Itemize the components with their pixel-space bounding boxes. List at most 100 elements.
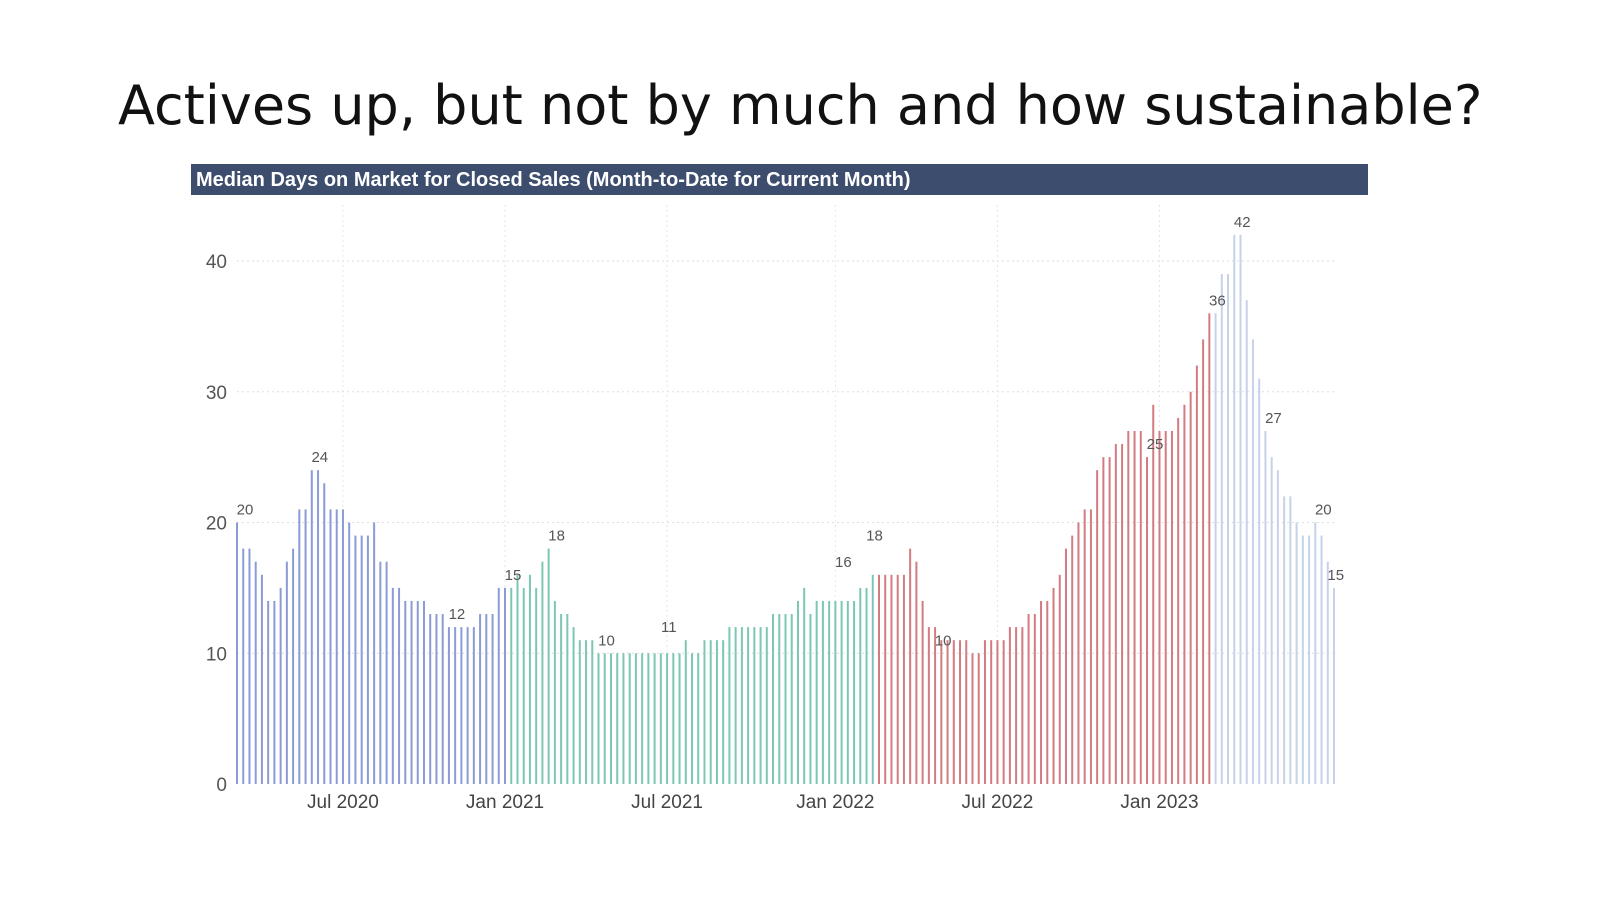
- bar-2020: [366, 535, 369, 784]
- data-label: 10: [935, 632, 952, 649]
- bar-2021: [522, 587, 525, 784]
- bar-2021: [772, 614, 775, 784]
- bar-2022: [877, 574, 880, 784]
- bar-2022: [1208, 313, 1211, 784]
- bar-2020: [348, 522, 351, 784]
- y-tick-label: 0: [216, 775, 227, 796]
- bar-2022: [977, 653, 980, 784]
- x-tick-label: Jan 2021: [466, 792, 544, 813]
- bar-2021: [840, 600, 843, 784]
- bar-2022: [902, 574, 905, 784]
- bar-2020: [354, 535, 357, 784]
- bar-2022: [884, 574, 887, 784]
- bar-2022: [909, 548, 912, 784]
- bar-2022: [927, 627, 930, 784]
- bar-2023: [1276, 470, 1279, 784]
- bar-2020: [410, 600, 413, 784]
- bar-2021: [709, 640, 712, 784]
- bar-2022: [890, 574, 893, 784]
- bar-2022: [1064, 548, 1067, 784]
- bar-2020: [260, 574, 263, 784]
- bar-2021: [734, 627, 737, 784]
- bar-2023: [1270, 457, 1273, 784]
- bar-2021: [647, 653, 650, 784]
- bar-2020: [466, 627, 469, 784]
- bar-2020: [292, 548, 295, 784]
- bar-2020: [236, 522, 238, 784]
- bar-2021: [722, 640, 725, 784]
- bar-2023: [1245, 300, 1248, 784]
- bar-2020: [435, 614, 438, 784]
- bar-2022: [1008, 627, 1011, 784]
- bar-2021: [740, 627, 743, 784]
- bar-2022: [1077, 522, 1080, 784]
- bar-2020: [310, 470, 313, 784]
- bar-2022: [1127, 430, 1130, 784]
- bars: [236, 234, 1335, 785]
- bar-2021: [828, 600, 831, 784]
- data-label: 20: [1315, 502, 1332, 519]
- bar-2020: [273, 600, 276, 784]
- bar-2023: [1233, 234, 1236, 785]
- bar-2020: [267, 600, 270, 784]
- bar-2022: [1121, 444, 1124, 784]
- bar-2021: [778, 614, 781, 784]
- bar-2021: [853, 600, 856, 784]
- bar-2022: [1152, 404, 1155, 784]
- bar-2022: [1189, 391, 1192, 784]
- bar-2022: [915, 561, 918, 784]
- bar-2021: [659, 653, 662, 784]
- bar-2021: [541, 561, 544, 784]
- y-tick-label: 10: [206, 644, 227, 665]
- bar-2022: [896, 574, 899, 784]
- x-tick-label: Jan 2022: [796, 792, 874, 813]
- data-label: 27: [1265, 410, 1282, 427]
- bar-2021: [697, 653, 700, 784]
- bar-2020: [441, 614, 444, 784]
- bar-2020: [447, 627, 450, 784]
- bar-2021: [803, 587, 806, 784]
- x-tick-label: Jul 2022: [961, 792, 1033, 813]
- x-axis: Jul 2020 Jan 2021 Jul 2021 Jan 2022 Jul 2022…: [307, 792, 1199, 813]
- bar-2022: [1096, 470, 1099, 784]
- bar-2021: [578, 640, 581, 784]
- bar-2023: [1320, 535, 1323, 784]
- bar-2020: [385, 561, 388, 784]
- bar-2023: [1264, 430, 1267, 784]
- bar-2021: [641, 653, 644, 784]
- bar-2022: [1027, 614, 1030, 784]
- bar-2022: [1089, 509, 1092, 784]
- bar-2020: [341, 509, 344, 784]
- bar-2022: [1133, 430, 1136, 784]
- data-label: 25: [1147, 436, 1164, 453]
- data-label: 16: [835, 554, 852, 571]
- bar-2022: [1108, 457, 1111, 784]
- bar-2020: [254, 561, 257, 784]
- chart-title: Median Days on Market for Closed Sales (…: [196, 169, 911, 191]
- bar-2023: [1308, 535, 1311, 784]
- bar-2022: [990, 640, 993, 784]
- bar-2021: [765, 627, 768, 784]
- bar-2023: [1283, 496, 1286, 784]
- bar-2021: [535, 587, 538, 784]
- bar-2022: [1158, 430, 1161, 784]
- bar-2021: [865, 587, 868, 784]
- bar-2020: [497, 587, 500, 784]
- bar-2021: [628, 653, 631, 784]
- bar-2022: [1164, 430, 1167, 784]
- bar-2021: [547, 548, 550, 784]
- slide-title: Actives up, but not by much and how sust…: [118, 74, 1483, 137]
- bar-2022: [965, 640, 968, 784]
- bar-2022: [959, 640, 962, 784]
- bar-2023: [1227, 274, 1230, 784]
- data-label: 24: [311, 449, 328, 466]
- data-labels: 20 24 12 15 18 10 11 16 18 10 25 36 42 27 20 15: [237, 214, 1344, 649]
- bar-2021: [566, 614, 569, 784]
- bar-2020: [317, 470, 320, 784]
- data-label: 15: [505, 567, 522, 584]
- bar-2021: [691, 653, 694, 784]
- bar-2021: [846, 600, 849, 784]
- bar-2021: [634, 653, 637, 784]
- bar-2020: [429, 614, 432, 784]
- bar-2023: [1258, 378, 1261, 784]
